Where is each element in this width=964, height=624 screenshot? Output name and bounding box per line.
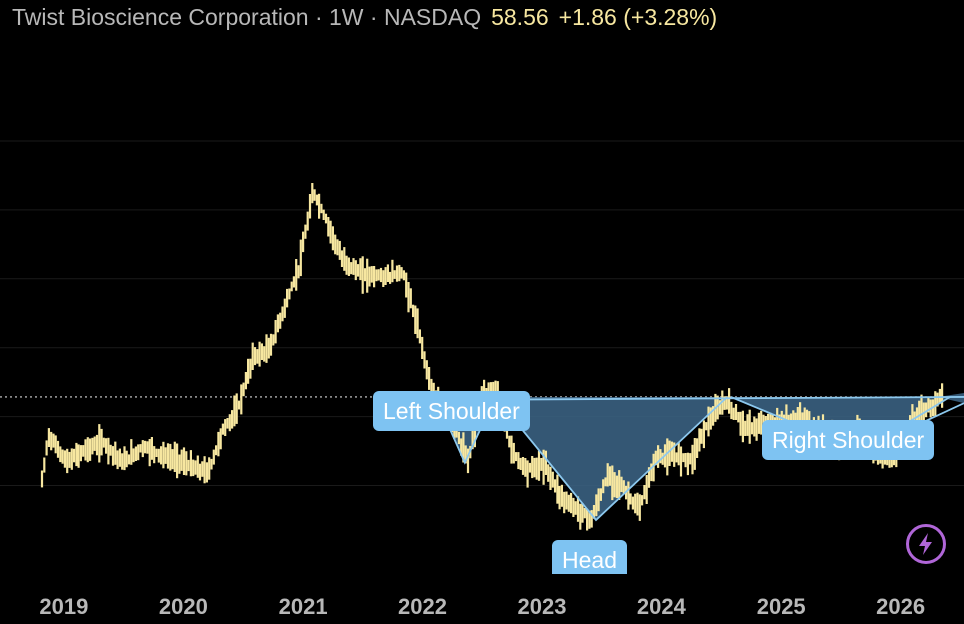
price-bars bbox=[40, 183, 944, 531]
last-price: 58.56 bbox=[491, 4, 549, 30]
x-tick-label: 2025 bbox=[757, 594, 806, 619]
chart-header: Twist Bioscience Corporation · 1W · NASD… bbox=[12, 4, 717, 31]
x-tick-label: 2026 bbox=[876, 594, 925, 619]
pattern-outline-line bbox=[494, 396, 728, 522]
head-label: Head bbox=[552, 540, 627, 574]
x-axis-ticks: 2019 2020 2021 2022 2023 2024 2025 2026 bbox=[39, 594, 925, 619]
x-tick-label: 2020 bbox=[159, 594, 208, 619]
pattern-triangle bbox=[937, 392, 964, 404]
lightning-bolt-icon[interactable] bbox=[906, 524, 946, 564]
x-tick-label: 2021 bbox=[279, 594, 328, 619]
x-tick-label: 2023 bbox=[518, 594, 567, 619]
x-tick-label: 2024 bbox=[637, 594, 687, 619]
pattern-triangle bbox=[495, 397, 728, 520]
x-tick-label: 2019 bbox=[39, 594, 88, 619]
price-change: +1.86 (+3.28%) bbox=[558, 4, 718, 30]
symbol-title: Twist Bioscience Corporation · 1W · NASD… bbox=[12, 4, 482, 30]
x-tick-label: 2022 bbox=[398, 594, 447, 619]
left-shoulder-label: Left Shoulder bbox=[373, 391, 530, 431]
right-shoulder-label: Right Shoulder bbox=[762, 420, 935, 460]
